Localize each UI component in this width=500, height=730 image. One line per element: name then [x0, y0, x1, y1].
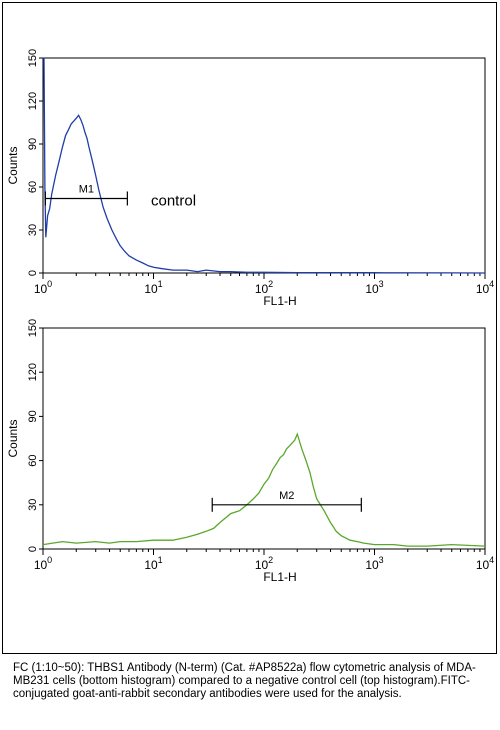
chart2-plot-area [42, 327, 486, 550]
chart2-x-tick-label: 103 [365, 555, 383, 572]
chart1-x-tick-label: 101 [144, 279, 162, 296]
chart2-y-tick-label: 120 [27, 363, 39, 381]
chart2-y-tick-label: 150 [27, 319, 39, 337]
figure-caption: FC (1:10~50): THBS1 Antibody (N-term) (C… [13, 662, 476, 700]
chart1-marker-label: M1 [79, 183, 94, 195]
chart1-x-tick-exponent: 4 [489, 279, 494, 289]
chart2-x-tick-exponent: 2 [268, 555, 273, 565]
chart2-marker-label: M2 [279, 490, 294, 502]
chart2-y-tick-label: 30 [27, 499, 39, 511]
chart2-x-tick-exponent: 3 [379, 555, 384, 565]
chart1-x-tick-exponent: 3 [379, 279, 384, 289]
chart2-x-tick-label: 101 [144, 555, 162, 572]
chart1-x-tick-exponent: 2 [268, 279, 273, 289]
figure-frame: 0 30 60 90 120 150 100 101 102 103 104 FL1-H Counts M… [2, 2, 497, 654]
chart1-y-tick-label: 0 [27, 270, 39, 276]
chart2-x-tick-exponent: 4 [489, 555, 494, 565]
chart1-histogram-line [43, 57, 486, 274]
chart1-annotation: control [151, 193, 196, 210]
chart2-y-tick-label: 0 [27, 546, 39, 552]
chart2-y-axis-label: Counts [6, 419, 20, 457]
chart1-x-tick-exponent: 1 [158, 279, 163, 289]
chart2-x-tick-label: 100 [34, 555, 52, 572]
chart1-x-tick-label: 103 [365, 279, 383, 296]
chart1-x-tick-label: 100 [34, 279, 52, 296]
chart2-x-tick-exponent: 0 [47, 555, 52, 565]
chart2-y-tick-label: 60 [27, 454, 39, 466]
chart2-histogram-line [42, 432, 486, 547]
chart2-x-tick-label: 104 [476, 555, 494, 572]
chart1-x-tick-label: 104 [476, 279, 494, 296]
chart2-y-tick-label: 90 [27, 410, 39, 422]
chart2-x-tick-exponent: 1 [158, 555, 163, 565]
chart1-plot-area [42, 57, 486, 274]
chart1-y-tick-label: 30 [27, 224, 39, 236]
chart1-y-tick-label: 60 [27, 181, 39, 193]
chart1-x-axis-label: FL1-H [263, 294, 296, 308]
chart2-x-axis-label: FL1-H [263, 570, 296, 584]
chart1-x-tick-exponent: 0 [47, 279, 52, 289]
chart1-y-tick-label: 90 [27, 138, 39, 150]
chart1-y-tick-label: 120 [27, 92, 39, 110]
chart1-y-tick-label: 150 [27, 49, 39, 67]
chart1-y-axis-label: Counts [6, 146, 20, 184]
